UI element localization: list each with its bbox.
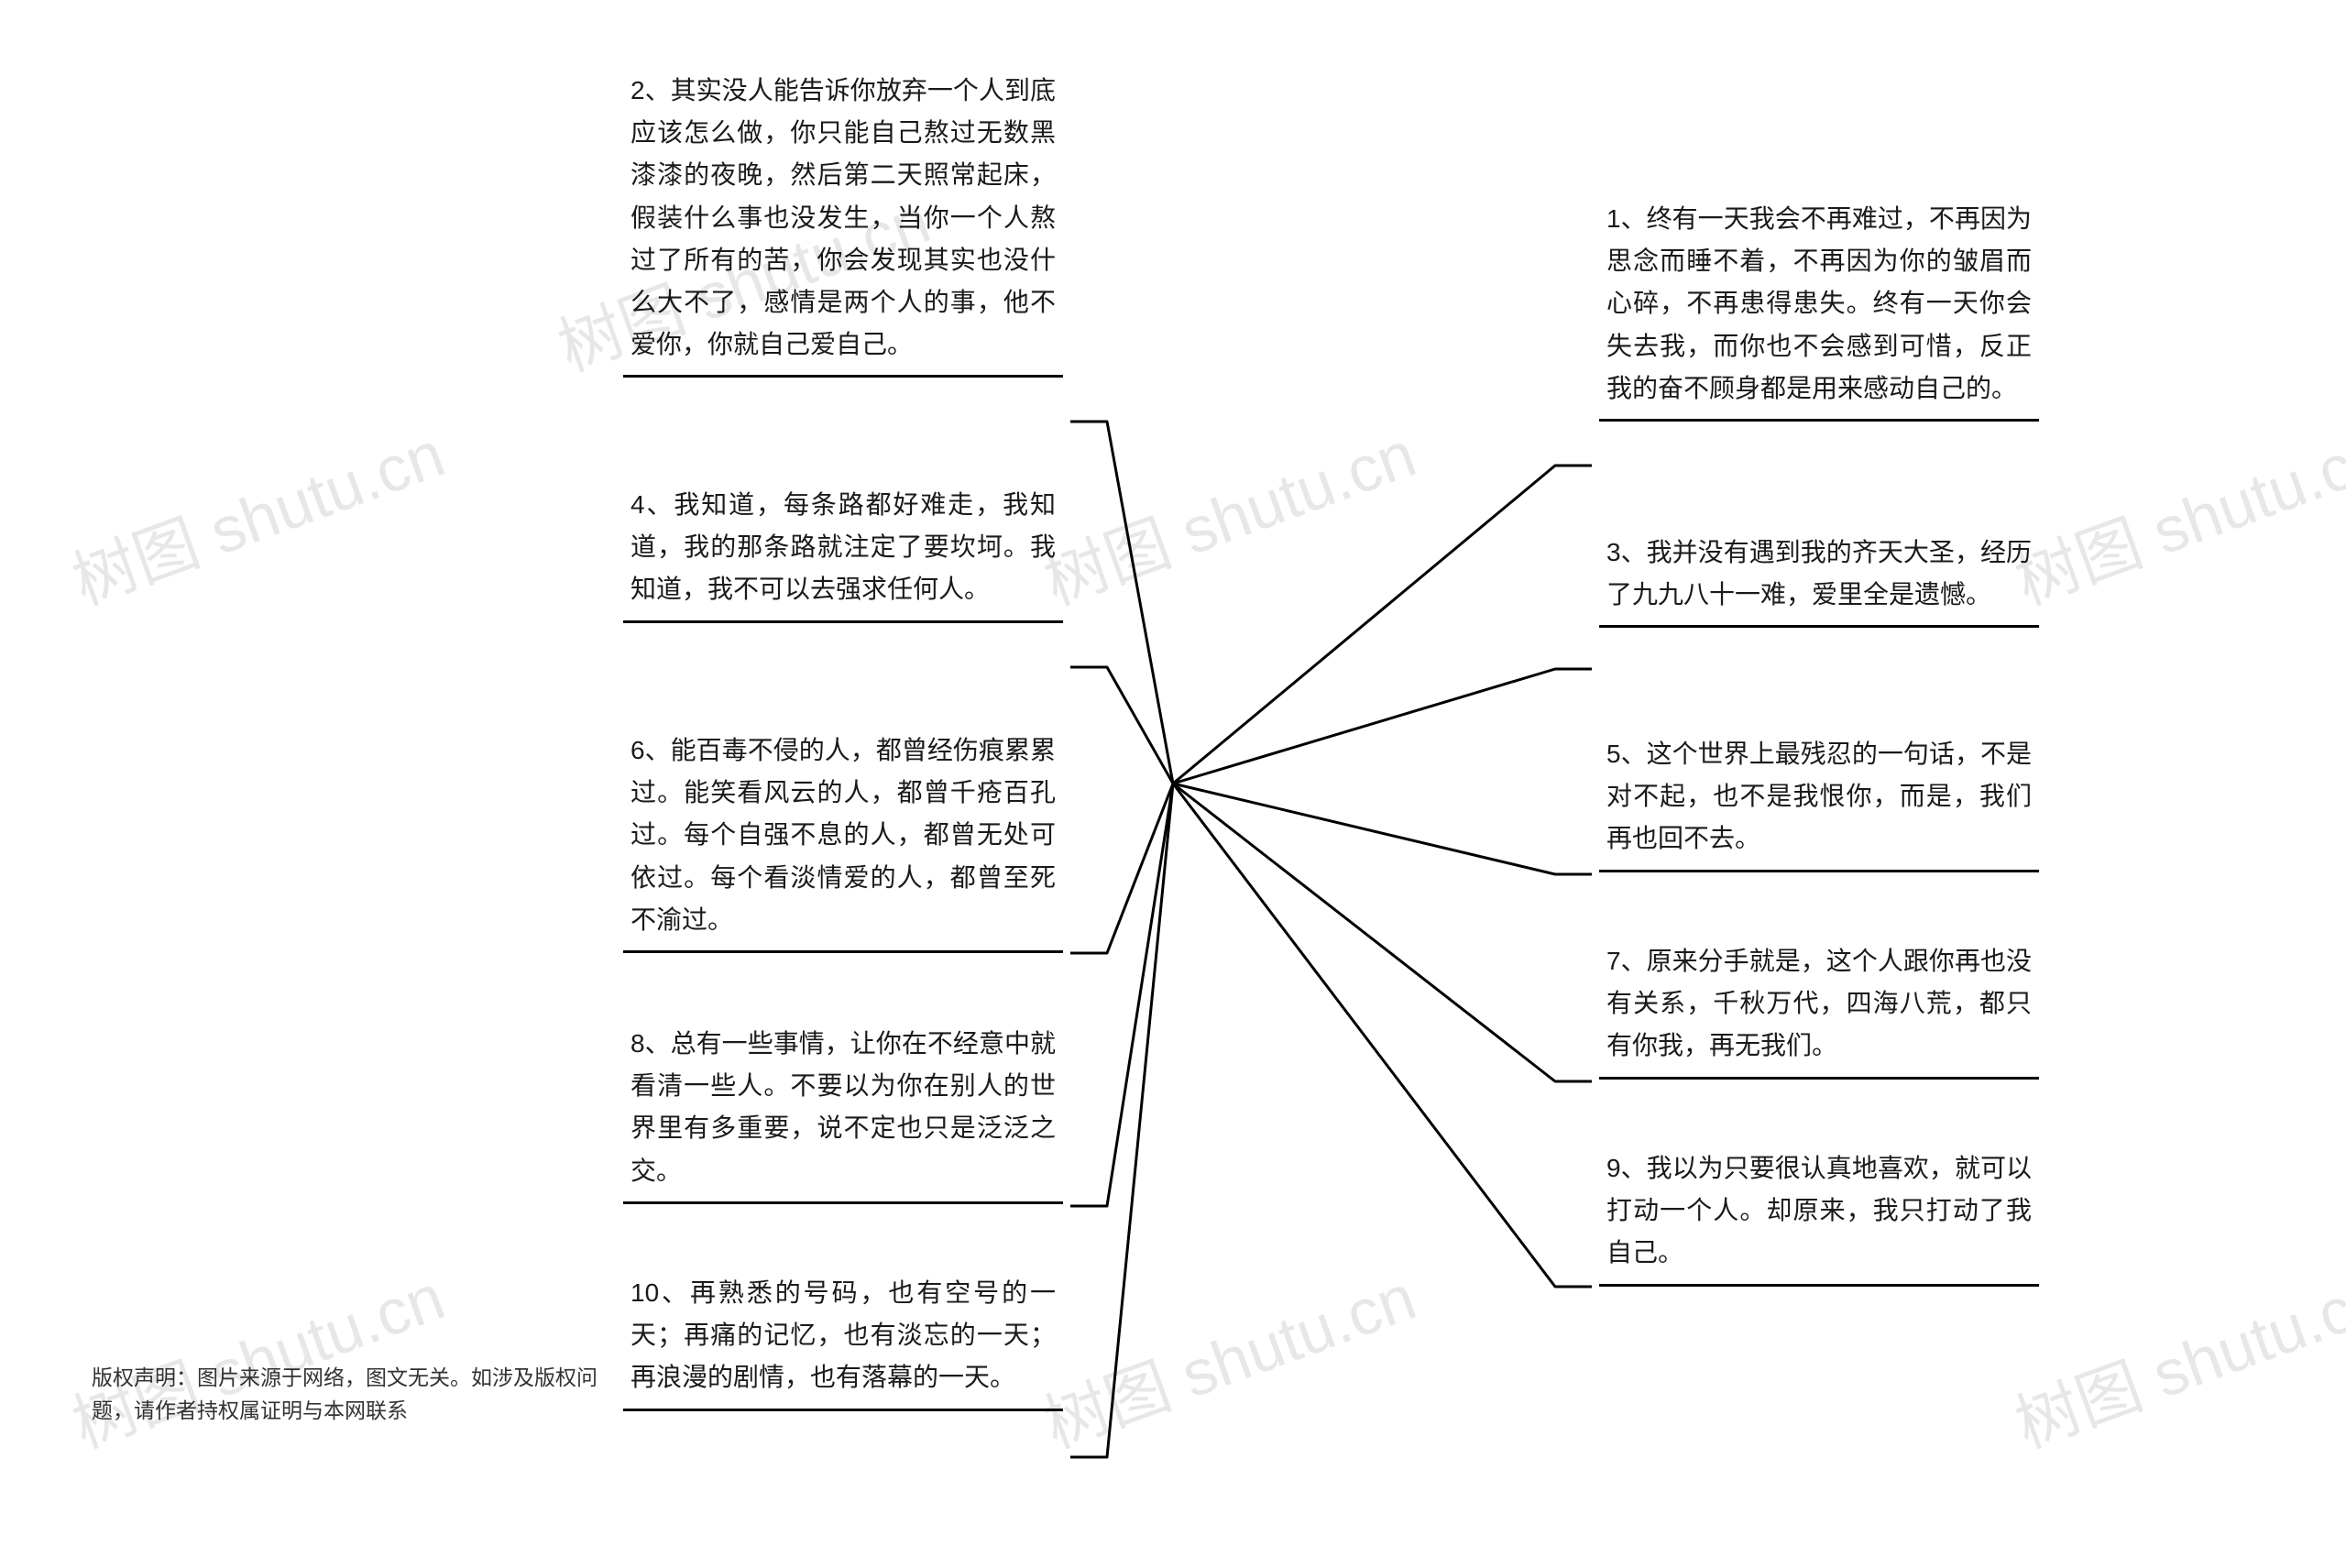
watermark-text: 树图 shutu.cn <box>2001 1246 2346 1466</box>
watermark-text: 树图 shutu.cn <box>58 1246 455 1466</box>
node-item-3[interactable]: 3、我并没有遇到我的齐天大圣，经历了九九八十一难，爱里全是遗憾。 <box>1599 532 2039 628</box>
node-item-5[interactable]: 5、这个世界上最残忍的一句话，不是对不起，也不是我恨你，而是，我们再也回不去。 <box>1599 733 2039 872</box>
node-item-9[interactable]: 9、我以为只要很认真地喜欢，就可以打动一个人。却原来，我只打动了我自己。 <box>1599 1147 2039 1287</box>
node-item-6[interactable]: 6、能百毒不侵的人，都曾经伤痕累累过。能笑看风云的人，都曾千疮百孔过。每个自强不… <box>623 729 1063 953</box>
node-item-8[interactable]: 8、总有一些事情，让你在不经意中就看清一些人。不要以为你在别人的世界里有多重要，… <box>623 1023 1063 1204</box>
watermark-text: 树图 shutu.cn <box>1029 403 1426 623</box>
mindmap-canvas: 2、其实没人能告诉你放弃一个人到底应该怎么做，你只能自己熬过无数黑漆漆的夜晚，然… <box>0 0 2346 1568</box>
watermark-text: 树图 shutu.cn <box>2001 403 2346 623</box>
watermark-text: 树图 shutu.cn <box>1029 1246 1426 1466</box>
node-item-2[interactable]: 2、其实没人能告诉你放弃一个人到底应该怎么做，你只能自己熬过无数黑漆漆的夜晚，然… <box>623 70 1063 378</box>
watermark-text: 树图 shutu.cn <box>58 403 455 623</box>
node-item-7[interactable]: 7、原来分手就是，这个人跟你再也没有关系，千秋万代，四海八荒，都只有你我，再无我… <box>1599 940 2039 1080</box>
node-item-4[interactable]: 4、我知道，每条路都好难走，我知道，我的那条路就注定了要坎坷。我知道，我不可以去… <box>623 484 1063 623</box>
node-item-1[interactable]: 1、终有一天我会不再难过，不再因为思念而睡不着，不再因为你的皱眉而心碎，不再患得… <box>1599 198 2039 422</box>
copyright-notice: 版权声明：图片来源于网络，图文无关。如涉及版权问题，请作者持权属证明与本网联系 <box>92 1362 600 1427</box>
node-item-10[interactable]: 10、再熟悉的号码，也有空号的一天；再痛的记忆，也有淡忘的一天；再浪漫的剧情，也… <box>623 1272 1063 1411</box>
